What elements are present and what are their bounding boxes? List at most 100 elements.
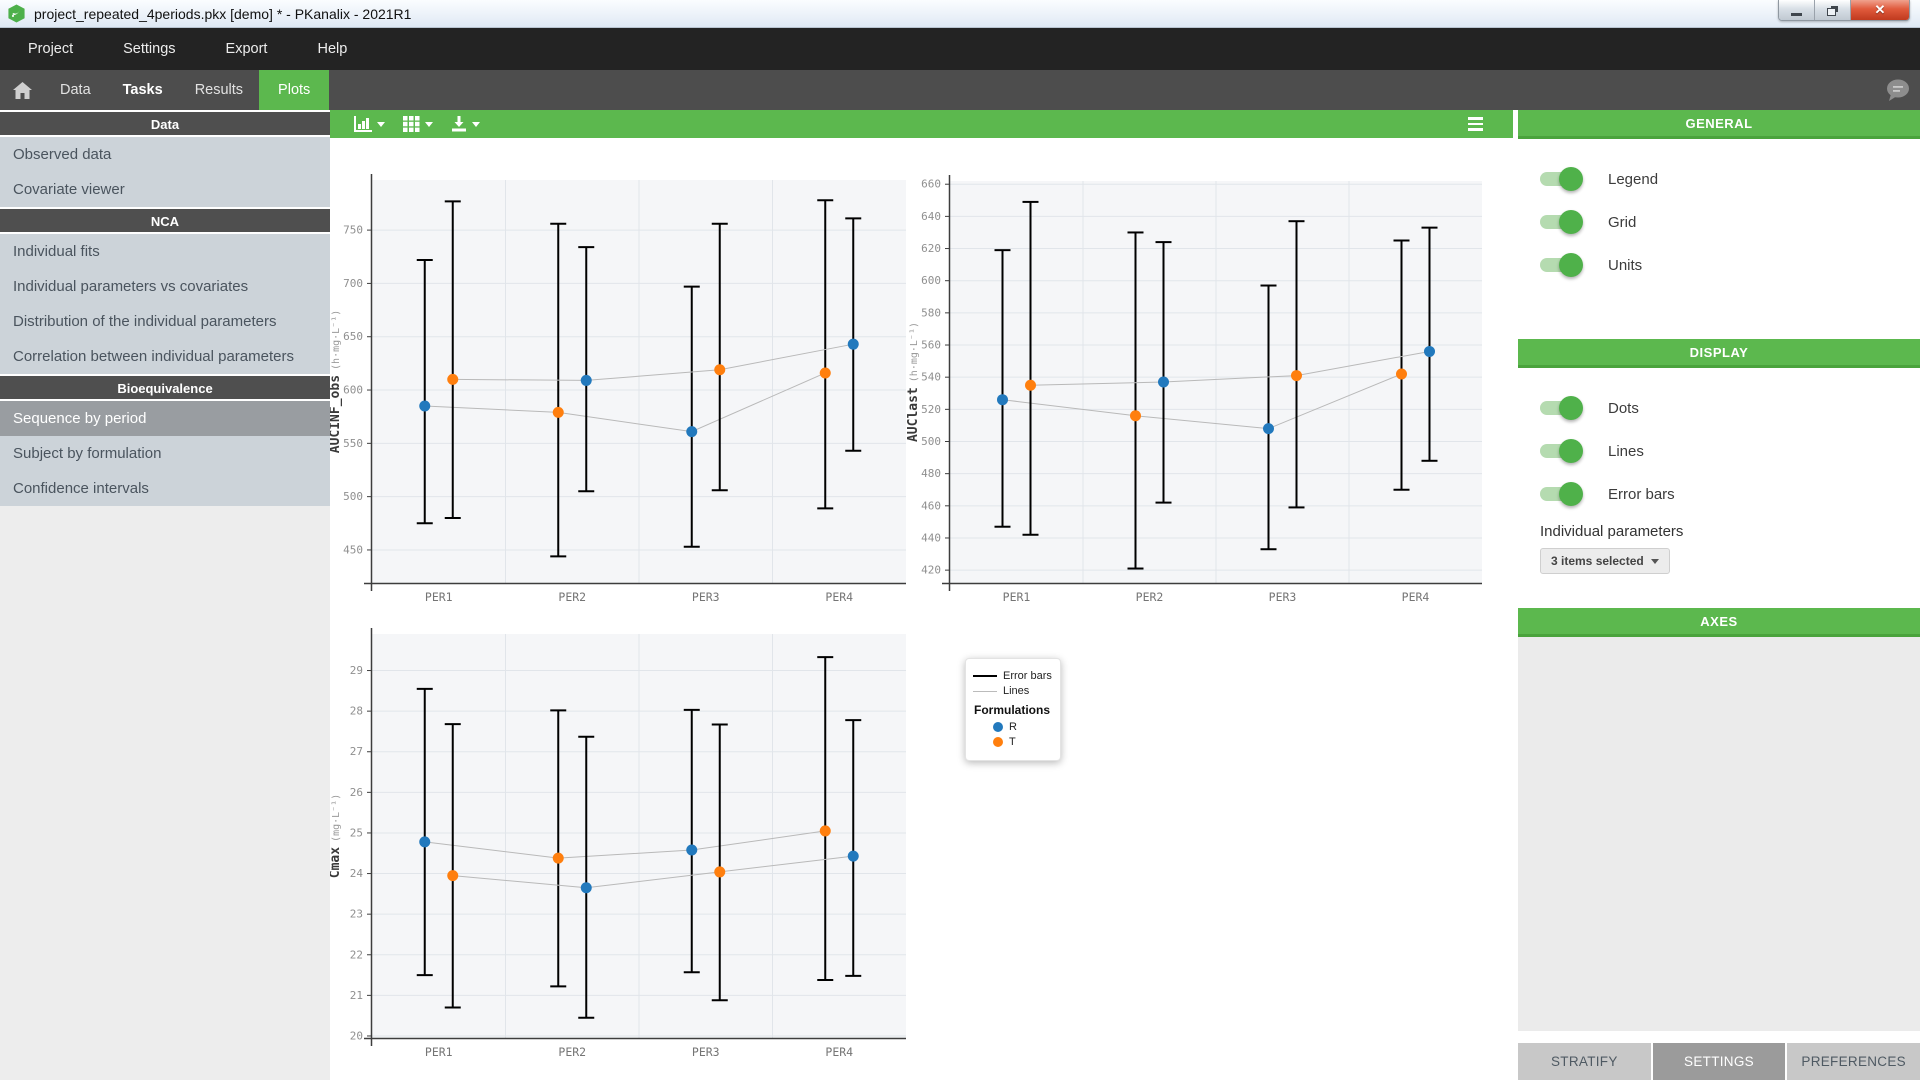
minimize-icon [1791, 12, 1802, 16]
svg-text:27: 27 [350, 745, 363, 758]
svg-text:PER1: PER1 [425, 590, 453, 604]
menu-settings[interactable]: Settings [123, 41, 176, 57]
svg-text:Cmax(mg·L⁻¹): Cmax(mg·L⁻¹) [330, 794, 343, 878]
panel-footer-tabs: STRATIFY SETTINGS PREFERENCES [1518, 1043, 1920, 1080]
layout-grid-icon [403, 116, 420, 132]
legend-entry-t: T [1009, 736, 1016, 748]
tab-results[interactable]: Results [194, 82, 244, 98]
svg-text:24: 24 [350, 867, 364, 880]
plot-menu-button[interactable] [1468, 117, 1483, 131]
pkanalix-logo-icon [8, 4, 25, 23]
stratify-tab[interactable]: STRATIFY [1518, 1043, 1651, 1080]
error-bars-toggle-label: Error bars [1608, 485, 1675, 503]
dropdown-value: 3 items selected [1551, 554, 1644, 568]
chart-type-button[interactable] [354, 116, 385, 132]
sidebar-item-sequence-by-period[interactable]: Sequence by period [0, 401, 330, 436]
menu-bar: Project Settings Export Help [0, 28, 1920, 70]
svg-text:PER1: PER1 [425, 1045, 453, 1059]
panel-empty-area [1518, 637, 1920, 1031]
sidebar-item-confidence-intervals[interactable]: Confidence intervals [13, 480, 149, 497]
legend-error-bars-label: Error bars [1003, 670, 1052, 682]
svg-text:AUCINF_obs(h·mg·L⁻¹): AUCINF_obs(h·mg·L⁻¹) [330, 310, 343, 454]
home-button[interactable] [0, 70, 44, 110]
svg-text:PER3: PER3 [692, 590, 720, 604]
tab-tasks[interactable]: Tasks [122, 82, 163, 98]
sidebar-item-distribution-individual-parameters[interactable]: Distribution of the individual parameter… [13, 313, 277, 330]
chevron-down-icon [472, 121, 480, 127]
svg-text:PER4: PER4 [825, 590, 853, 604]
svg-text:440: 440 [921, 531, 941, 544]
sidebar-section-nca: NCA [0, 207, 330, 234]
tab-plots[interactable]: Plots [259, 70, 330, 110]
restore-button[interactable] [1815, 0, 1851, 20]
sidebar-item-subject-by-formulation[interactable]: Subject by formulation [13, 445, 162, 462]
svg-text:PER4: PER4 [825, 1045, 853, 1059]
lines-toggle[interactable] [1540, 439, 1584, 463]
svg-text:420: 420 [921, 564, 941, 577]
individual-parameters-dropdown[interactable]: 3 items selected [1540, 548, 1670, 574]
svg-text:600: 600 [921, 274, 941, 287]
hamburger-icon [1468, 117, 1483, 120]
dots-toggle[interactable] [1540, 396, 1584, 420]
grid-toggle[interactable] [1540, 210, 1584, 234]
svg-text:25: 25 [350, 826, 363, 839]
menu-export[interactable]: Export [225, 41, 268, 57]
plot-legend[interactable]: Error bars Lines Formulations R T [965, 658, 1061, 761]
sidebar-item-correlation-individual-parameters[interactable]: Correlation between individual parameter… [13, 348, 294, 365]
general-section-header: GENERAL [1518, 110, 1920, 139]
svg-text:500: 500 [343, 490, 363, 503]
sidebar-item-individual-parameters-vs-covariates[interactable]: Individual parameters vs covariates [13, 278, 249, 295]
error-bars-toggle-row: Error bars [1540, 479, 1920, 509]
svg-text:PER2: PER2 [558, 590, 586, 604]
sidebar-item-individual-fits[interactable]: Individual fits [13, 243, 100, 260]
svg-text:580: 580 [921, 306, 941, 319]
units-toggle-row: Units [1540, 250, 1920, 280]
close-button[interactable]: ✕ [1851, 0, 1909, 20]
svg-text:660: 660 [921, 178, 941, 191]
sidebar-item-covariate-viewer[interactable]: Covariate viewer [13, 181, 125, 198]
tab-data[interactable]: Data [60, 82, 91, 98]
chat-bubble-icon [1887, 79, 1909, 101]
svg-text:PER2: PER2 [1136, 590, 1164, 604]
grid-toggle-label: Grid [1608, 213, 1637, 231]
plot-main-area: 450 500 550 600 650 700 750 PER1 PER2 PER3 PER4 AUC… [328, 110, 1513, 1080]
plot-toolbar [330, 110, 1513, 138]
layout-grid-button[interactable] [403, 116, 433, 132]
menu-help[interactable]: Help [317, 41, 348, 57]
svg-text:700: 700 [343, 277, 363, 290]
window-title: project_repeated_4periods.pkx [demo] * -… [34, 5, 412, 22]
svg-text:540: 540 [921, 371, 941, 384]
legend-toggle[interactable] [1540, 167, 1584, 191]
svg-text:28: 28 [350, 705, 363, 718]
svg-text:PER1: PER1 [1003, 590, 1031, 604]
svg-text:PER3: PER3 [1269, 590, 1297, 604]
svg-text:620: 620 [921, 242, 941, 255]
plots-canvas[interactable]: 450 500 550 600 650 700 750 PER1 PER2 PER3 PER4 AUC… [328, 138, 1513, 1080]
charts-region: 450 500 550 600 650 700 750 PER1 PER2 PER3 PER4 AUC… [328, 138, 1513, 1080]
svg-text:23: 23 [350, 908, 363, 921]
window-controls: ✕ [1778, 0, 1910, 21]
svg-text:20: 20 [350, 1029, 363, 1042]
svg-text:640: 640 [921, 210, 941, 223]
units-toggle-label: Units [1608, 256, 1643, 274]
grid-toggle-row: Grid [1540, 207, 1920, 237]
svg-text:520: 520 [921, 403, 941, 416]
download-button[interactable] [451, 116, 480, 132]
error-bar-sample-icon [973, 675, 997, 677]
settings-tab[interactable]: SETTINGS [1652, 1043, 1786, 1080]
sidebar-item-observed-data[interactable]: Observed data [13, 146, 112, 163]
legend-entry-r: R [1009, 721, 1017, 733]
chart-type-icon [354, 116, 372, 132]
home-icon [12, 81, 32, 99]
individual-parameters-label: Individual parameters [1540, 523, 1684, 540]
settings-panel: GENERAL Legend Grid Units DISPLAY Dots [1513, 110, 1920, 1080]
menu-project[interactable]: Project [28, 41, 74, 57]
svg-text:500: 500 [921, 435, 941, 448]
preferences-tab[interactable]: PREFERENCES [1787, 1043, 1920, 1080]
error-bars-toggle[interactable] [1540, 482, 1584, 506]
svg-text:560: 560 [921, 339, 941, 352]
units-toggle[interactable] [1540, 253, 1584, 277]
minimize-button[interactable] [1779, 0, 1815, 20]
sidebar-section-bioequivalence: Bioequivalence [0, 374, 330, 401]
feedback-button[interactable] [1885, 78, 1911, 107]
